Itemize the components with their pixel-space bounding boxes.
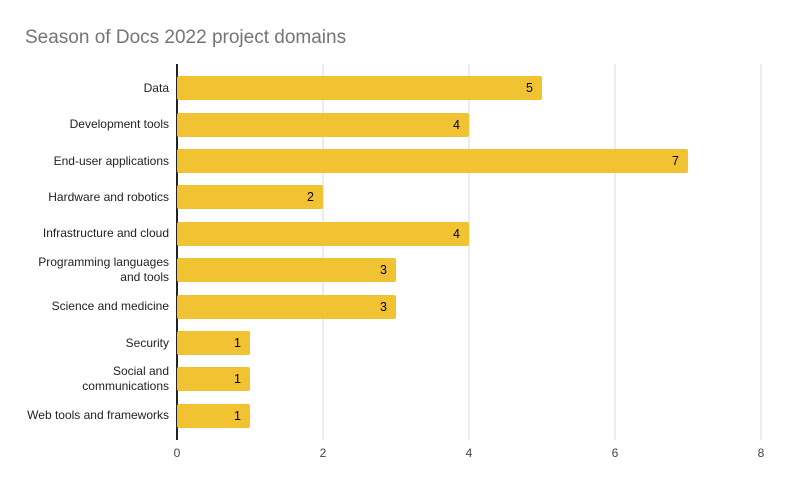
- category-label: Hardware and robotics: [48, 189, 169, 204]
- bar-value-label: 4: [453, 117, 460, 132]
- bar-track: 2: [177, 179, 761, 215]
- x-tick-label: 4: [465, 446, 473, 460]
- x-tick-label: 0: [173, 446, 181, 460]
- bar: 7: [177, 149, 688, 174]
- bar-row: Social and communications 1: [0, 361, 761, 397]
- bar-track: 4: [177, 106, 761, 142]
- bar-rows: Data 5 Development tools 4 End-user appl…: [0, 70, 761, 434]
- category-label: Science and medicine: [51, 299, 169, 314]
- y-axis-line: [176, 64, 178, 440]
- gridline-4: [468, 64, 470, 440]
- bar-track: 7: [177, 143, 761, 179]
- bar-row: Hardware and robotics 2: [0, 179, 761, 215]
- gridline-6: [614, 64, 616, 440]
- bar-value-label: 1: [234, 408, 241, 423]
- bar: 5: [177, 76, 542, 101]
- bar-track: 3: [177, 252, 761, 288]
- bar: 4: [177, 221, 469, 246]
- x-axis-ticks: 0 2 4 6 8: [173, 446, 765, 460]
- bar-value-label: 7: [672, 154, 679, 169]
- category-label: End-user applications: [53, 153, 169, 168]
- bar: 1: [177, 403, 250, 428]
- bar-value-label: 3: [380, 263, 387, 278]
- bar-row: Programming languages and tools 3: [0, 252, 761, 288]
- bar-value-label: 2: [307, 190, 314, 205]
- bar-track: 4: [177, 216, 761, 252]
- chart-title: Season of Docs 2022 project domains: [25, 27, 347, 48]
- bar-value-label: 1: [234, 336, 241, 351]
- bar: 1: [177, 331, 250, 356]
- bar-row: Infrastructure and cloud 4: [0, 216, 761, 252]
- bar-row: Web tools and frameworks 1: [0, 398, 761, 434]
- bar-value-label: 4: [453, 226, 460, 241]
- category-label: Data: [143, 80, 169, 95]
- bar-track: 1: [177, 325, 761, 361]
- bar: 1: [177, 367, 250, 392]
- x-tick-label: 2: [319, 446, 327, 460]
- bar-value-label: 5: [526, 81, 533, 96]
- bar: 3: [177, 258, 396, 283]
- x-tick-label: 8: [757, 446, 765, 460]
- bar-row: Development tools 4: [0, 106, 761, 142]
- plot-area: [176, 64, 762, 440]
- bar-track: 1: [177, 398, 761, 434]
- bar: 3: [177, 294, 396, 319]
- bar-value-label: 3: [380, 299, 387, 314]
- bar: 2: [177, 185, 323, 210]
- category-label: Web tools and frameworks: [27, 408, 169, 423]
- bar-row: Science and medicine 3: [0, 288, 761, 324]
- bar-track: 5: [177, 70, 761, 106]
- bar-track: 1: [177, 361, 761, 397]
- category-label: Programming languages and tools: [38, 255, 169, 285]
- gridline-2: [322, 64, 324, 440]
- bar-value-label: 1: [234, 372, 241, 387]
- category-label: Social and communications: [82, 364, 169, 394]
- category-label: Development tools: [69, 117, 169, 132]
- gridline-8: [760, 64, 762, 440]
- category-label: Infrastructure and cloud: [42, 226, 169, 241]
- bar-row: End-user applications 7: [0, 143, 761, 179]
- category-label: Security: [125, 335, 169, 350]
- bar-track: 3: [177, 288, 761, 324]
- bar-row: Security 1: [0, 325, 761, 361]
- x-tick-label: 6: [611, 446, 619, 460]
- bar: 4: [177, 112, 469, 137]
- bar-row: Data 5: [0, 70, 761, 106]
